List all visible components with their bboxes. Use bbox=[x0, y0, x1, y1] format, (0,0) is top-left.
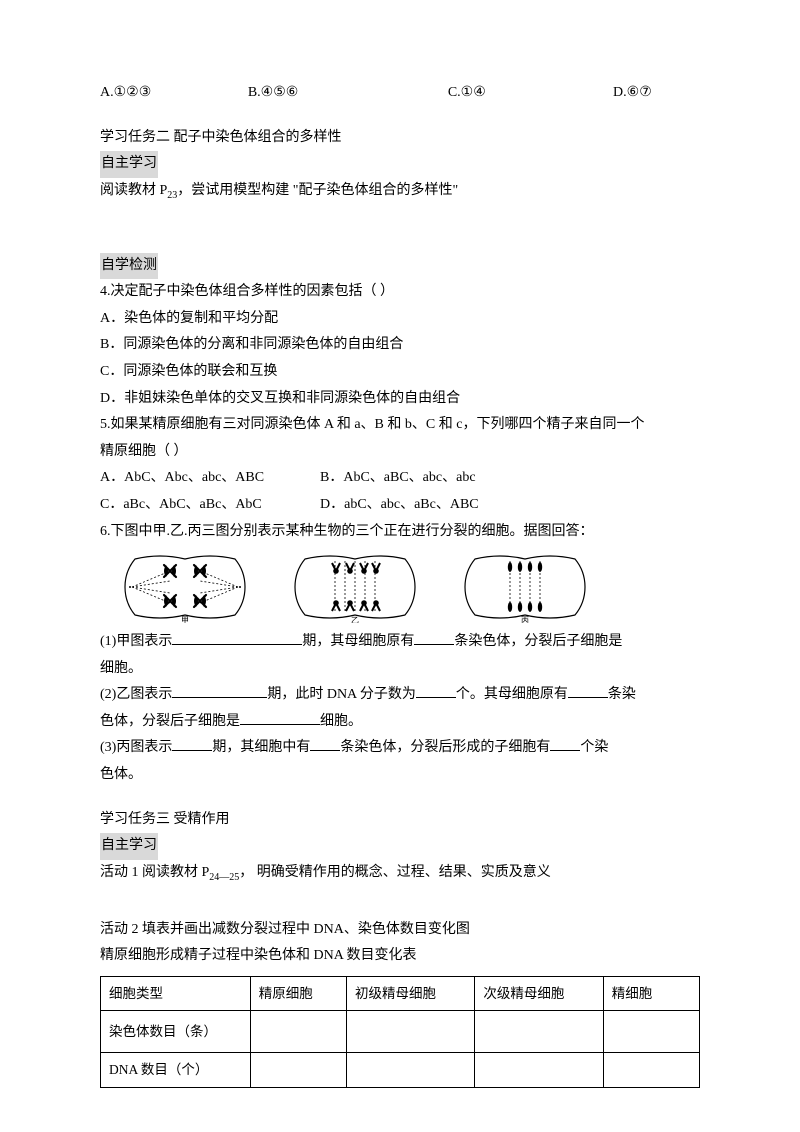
q6-1c: 条染色体，分裂后子细胞是 bbox=[454, 634, 622, 649]
cell-diagram-yi: 乙 bbox=[290, 551, 420, 623]
spacer bbox=[100, 205, 700, 253]
q6-part2b: 色体，分裂后子细胞是 细胞。 bbox=[100, 709, 700, 736]
q6-1d: 细胞。 bbox=[100, 661, 142, 676]
q6-3c: 条染色体，分裂后形成的子细胞有 bbox=[340, 740, 550, 755]
q5-row2: C．aBc、AbC、aBc、AbC D．abC、abc、aBc、ABC bbox=[100, 492, 700, 519]
svg-text:丙: 丙 bbox=[521, 616, 529, 623]
task3-act2b: 精原细胞形成精子过程中染色体和 DNA 数目变化表 bbox=[100, 943, 700, 970]
self-test-label: 自学检测 bbox=[100, 253, 158, 280]
cell-diagrams: 甲 乙 bbox=[120, 551, 700, 623]
blank bbox=[172, 735, 212, 751]
q6-stem: 6.下图中甲.乙.丙三图分别表示某种生物的三个正在进行分裂的细胞。据图回答： bbox=[100, 519, 700, 546]
q5-c: C．aBc、AbC、aBc、AbC bbox=[100, 492, 320, 519]
blank bbox=[172, 629, 302, 645]
blank bbox=[310, 735, 340, 751]
q6-part1b: 细胞。 bbox=[100, 656, 700, 683]
cell-diagram-bing: 丙 bbox=[460, 551, 590, 623]
cell-empty bbox=[347, 1053, 475, 1088]
q6-part3: (3)丙图表示 期，其细胞中有 条染色体，分裂后形成的子细胞有 个染 bbox=[100, 735, 700, 762]
q4-d: D．非姐妹染色单体的交叉互换和非同源染色体的自由组合 bbox=[100, 386, 700, 413]
act1-a: 活动 1 阅读教材 P bbox=[100, 865, 209, 880]
cell-empty bbox=[250, 1011, 346, 1053]
th-celltype: 细胞类型 bbox=[101, 976, 251, 1011]
table-header-row: 细胞类型 精原细胞 初级精母细胞 次级精母细胞 精细胞 bbox=[101, 976, 700, 1011]
q5-b: B．AbC、aBC、abc、abc bbox=[320, 465, 620, 492]
q6-2a: (2)乙图表示 bbox=[100, 687, 172, 702]
q6-2b: 期，此时 DNA 分子数为 bbox=[267, 687, 416, 702]
table-row-dna: DNA 数目（个） bbox=[101, 1053, 700, 1088]
th-secondary: 次级精母细胞 bbox=[475, 976, 603, 1011]
cell-empty bbox=[475, 1053, 603, 1088]
th-spermatogonium: 精原细胞 bbox=[250, 976, 346, 1011]
q6-3d: 个染 bbox=[580, 740, 608, 755]
cell-empty bbox=[603, 1053, 699, 1088]
cell-empty bbox=[250, 1053, 346, 1088]
q5-row1: A．AbC、Abc、abc、ABC B．AbC、aBC、abc、abc bbox=[100, 465, 700, 492]
task3-title: 学习任务三 受精作用 bbox=[100, 807, 700, 834]
q6-3b: 期，其细胞中有 bbox=[212, 740, 310, 755]
act1-sub: 24—25 bbox=[209, 872, 239, 883]
task3-act2a: 活动 2 填表并画出减数分裂过程中 DNA、染色体数目变化图 bbox=[100, 917, 700, 944]
q6-2d: 条染 bbox=[608, 687, 636, 702]
q6-3e: 色体。 bbox=[100, 767, 142, 782]
cell-diagram-jia: 甲 bbox=[120, 551, 250, 623]
blank bbox=[414, 629, 454, 645]
q3-option-a: A.①②③ bbox=[100, 80, 248, 107]
q3-options: A.①②③ B.④⑤⑥ C.①④ D.⑥⑦ bbox=[100, 80, 700, 107]
task2-title: 学习任务二 配子中染色体组合的多样性 bbox=[100, 125, 700, 152]
q3-option-c: C.①④ bbox=[448, 80, 613, 107]
q6-1a: (1)甲图表示 bbox=[100, 634, 172, 649]
q6-1b: 期，其母细胞原有 bbox=[302, 634, 414, 649]
task2-sub: 23 bbox=[167, 190, 177, 201]
blank bbox=[172, 682, 267, 698]
blank bbox=[240, 709, 320, 725]
blank bbox=[550, 735, 580, 751]
q4-c: C．同源染色体的联会和互换 bbox=[100, 359, 700, 386]
q4-a: A．染色体的复制和平均分配 bbox=[100, 306, 700, 333]
cell-empty bbox=[347, 1011, 475, 1053]
q4-b: B．同源染色体的分离和非同源染色体的自由组合 bbox=[100, 332, 700, 359]
svg-text:甲: 甲 bbox=[181, 616, 189, 623]
q3-option-d: D.⑥⑦ bbox=[613, 80, 700, 107]
q6-2f: 细胞。 bbox=[320, 714, 362, 729]
blank bbox=[416, 682, 456, 698]
task2-text-b: ，尝试用模型构建 "配子染色体组合的多样性" bbox=[177, 183, 458, 198]
act1-b: ， 明确受精作用的概念、过程、结果、实质及意义 bbox=[239, 865, 551, 880]
q6-2e: 色体，分裂后子细胞是 bbox=[100, 714, 240, 729]
chromosome-table: 细胞类型 精原细胞 初级精母细胞 次级精母细胞 精细胞 染色体数目（条） DNA… bbox=[100, 976, 700, 1088]
task2-instruction: 阅读教材 P23，尝试用模型构建 "配子染色体组合的多样性" bbox=[100, 178, 700, 205]
th-spermatid: 精细胞 bbox=[603, 976, 699, 1011]
q5-d: D．abC、abc、aBc、ABC bbox=[320, 492, 620, 519]
self-study-label: 自主学习 bbox=[100, 151, 158, 178]
self-study-label-2: 自主学习 bbox=[100, 833, 158, 860]
cell-empty bbox=[603, 1011, 699, 1053]
row-chromosome-label: 染色体数目（条） bbox=[101, 1011, 251, 1053]
task3-act1: 活动 1 阅读教材 P24—25， 明确受精作用的概念、过程、结果、实质及意义 bbox=[100, 860, 700, 887]
svg-text:乙: 乙 bbox=[351, 616, 359, 623]
spacer bbox=[100, 887, 700, 917]
q6-part2: (2)乙图表示 期，此时 DNA 分子数为 个。其母细胞原有 条染 bbox=[100, 682, 700, 709]
th-primary: 初级精母细胞 bbox=[347, 976, 475, 1011]
q6-2c: 个。其母细胞原有 bbox=[456, 687, 568, 702]
q6-part1: (1)甲图表示 期，其母细胞原有 条染色体，分裂后子细胞是 bbox=[100, 629, 700, 656]
cell-empty bbox=[475, 1011, 603, 1053]
task2-text-a: 阅读教材 P bbox=[100, 183, 167, 198]
blank bbox=[568, 682, 608, 698]
q5-stem-1: 5.如果某精原细胞有三对同源染色体 A 和 a、B 和 b、C 和 c，下列哪四… bbox=[100, 412, 700, 439]
q5-a: A．AbC、Abc、abc、ABC bbox=[100, 465, 320, 492]
q6-part3b: 色体。 bbox=[100, 762, 700, 789]
q3-option-b: B.④⑤⑥ bbox=[248, 80, 448, 107]
q5-stem-2: 精原细胞（ ） bbox=[100, 439, 700, 466]
q4-stem: 4.决定配子中染色体组合多样性的因素包括（ ） bbox=[100, 279, 700, 306]
table-row-chromosome: 染色体数目（条） bbox=[101, 1011, 700, 1053]
row-dna-label: DNA 数目（个） bbox=[101, 1053, 251, 1088]
q6-3a: (3)丙图表示 bbox=[100, 740, 172, 755]
